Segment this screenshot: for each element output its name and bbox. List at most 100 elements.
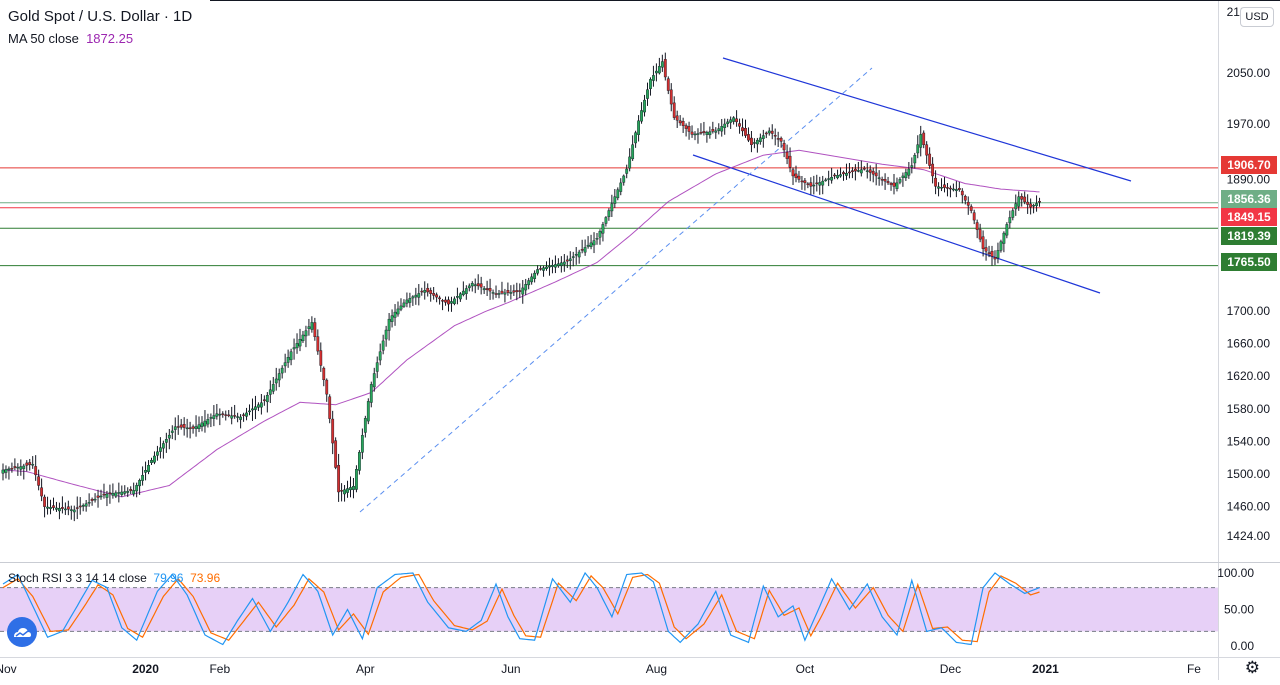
candle-body xyxy=(660,61,664,68)
candle-body xyxy=(239,416,242,420)
candle-body xyxy=(114,492,118,497)
candle-body xyxy=(203,420,207,427)
candle-body xyxy=(423,290,427,293)
candle-body xyxy=(773,135,777,137)
candle-body xyxy=(485,288,489,290)
candle-body xyxy=(105,493,109,498)
cloud-icon xyxy=(14,628,31,637)
candle-body xyxy=(981,236,985,249)
time-label: Aug xyxy=(646,662,667,676)
candle-body xyxy=(227,414,231,417)
candle-body xyxy=(595,238,599,240)
candle-body xyxy=(49,507,52,509)
candle-body xyxy=(827,178,831,180)
candle-body xyxy=(767,130,771,134)
channel-lower-line[interactable] xyxy=(692,154,1101,294)
symbol-title[interactable]: Gold Spot / U.S. Dollar · 1D xyxy=(8,8,193,25)
price-tag xyxy=(1221,208,1277,226)
candle-body xyxy=(681,121,685,126)
candle-body xyxy=(99,495,103,498)
candle-body xyxy=(432,293,436,296)
currency-button[interactable]: USD xyxy=(1240,7,1274,27)
candle-body xyxy=(996,250,1000,259)
candle-body xyxy=(289,351,293,361)
candle-body xyxy=(702,131,706,133)
candle-body xyxy=(708,131,712,136)
main-legend: Gold Spot / U.S. Dollar · 1D MA 50 close… xyxy=(8,8,192,46)
gear-icon[interactable]: ⚙ xyxy=(1244,658,1260,677)
candle-body xyxy=(536,269,540,274)
candle-body xyxy=(245,412,248,417)
candle-body xyxy=(851,170,854,172)
price-tag xyxy=(1221,156,1277,174)
candle-body xyxy=(643,99,646,113)
time-label: Feb xyxy=(209,662,230,676)
price-tags: 1906.70 1856.36 1849.15 1819.39 1765.50 xyxy=(1221,156,1277,271)
candle-body xyxy=(334,440,338,468)
candle-body xyxy=(224,414,228,416)
candle-body xyxy=(72,509,76,513)
candle-body xyxy=(78,505,82,508)
candle-body xyxy=(744,128,747,136)
candle-body xyxy=(901,175,905,178)
candle-body xyxy=(943,184,946,188)
candle-body xyxy=(1026,201,1030,205)
price-tick-label: 1620.00 xyxy=(1227,369,1271,383)
candle-body xyxy=(693,133,697,136)
candle-body xyxy=(479,283,483,288)
ma-legend[interactable]: MA 50 close 1872.25 xyxy=(8,31,192,46)
candle-body xyxy=(949,187,952,190)
channel-upper-line[interactable] xyxy=(722,57,1132,182)
candle-body xyxy=(230,415,234,419)
candle-body xyxy=(922,132,926,145)
candle-body xyxy=(853,168,857,172)
candle-body xyxy=(815,182,819,185)
candle-body xyxy=(63,508,67,511)
candle-body xyxy=(378,351,382,361)
candle-body xyxy=(764,132,768,135)
candle-body xyxy=(714,130,718,133)
candle-body xyxy=(871,170,875,175)
candle-body xyxy=(126,490,130,493)
candle-body xyxy=(411,296,415,299)
candle-body xyxy=(185,427,189,430)
candle-body xyxy=(628,156,632,169)
candle-body xyxy=(684,125,688,129)
candle-body xyxy=(349,487,352,491)
candle-body xyxy=(346,488,349,493)
candle-body xyxy=(135,485,139,492)
candle-body xyxy=(1011,210,1015,218)
candle-body xyxy=(141,475,144,481)
candle-body xyxy=(577,251,581,258)
candle-body xyxy=(559,262,563,266)
dashed-trend-line[interactable] xyxy=(359,67,873,513)
candle-body xyxy=(366,401,370,422)
candle-body xyxy=(616,189,620,199)
candle-body xyxy=(25,462,29,466)
candle-body xyxy=(797,175,801,180)
candle-body xyxy=(438,297,441,300)
candle-body xyxy=(1017,196,1021,207)
candle-body xyxy=(355,469,358,490)
candle-body xyxy=(937,186,940,189)
candle-body xyxy=(111,493,115,496)
price-tag xyxy=(1221,253,1277,271)
candle-body xyxy=(286,356,290,363)
candle-body xyxy=(144,470,147,473)
stoch-legend[interactable]: Stoch RSI 3 3 14 14 close 79.96 73.96 xyxy=(8,571,220,585)
candle-body xyxy=(375,362,379,372)
candle-body xyxy=(987,252,991,255)
tradingview-logo-icon[interactable] xyxy=(7,617,37,647)
candle-body xyxy=(43,496,46,507)
candle-body xyxy=(503,292,507,295)
price-tick-label: 1660.00 xyxy=(1227,337,1271,351)
candle-body xyxy=(447,299,450,305)
candle-body xyxy=(758,137,762,142)
stoch-d-line xyxy=(2,573,1040,643)
candle-body xyxy=(161,443,165,449)
candle-body xyxy=(93,498,97,501)
price-axis-ticks: 2130.002050.001970.001890.001700.001660.… xyxy=(1227,5,1271,543)
candle-body xyxy=(952,188,955,191)
